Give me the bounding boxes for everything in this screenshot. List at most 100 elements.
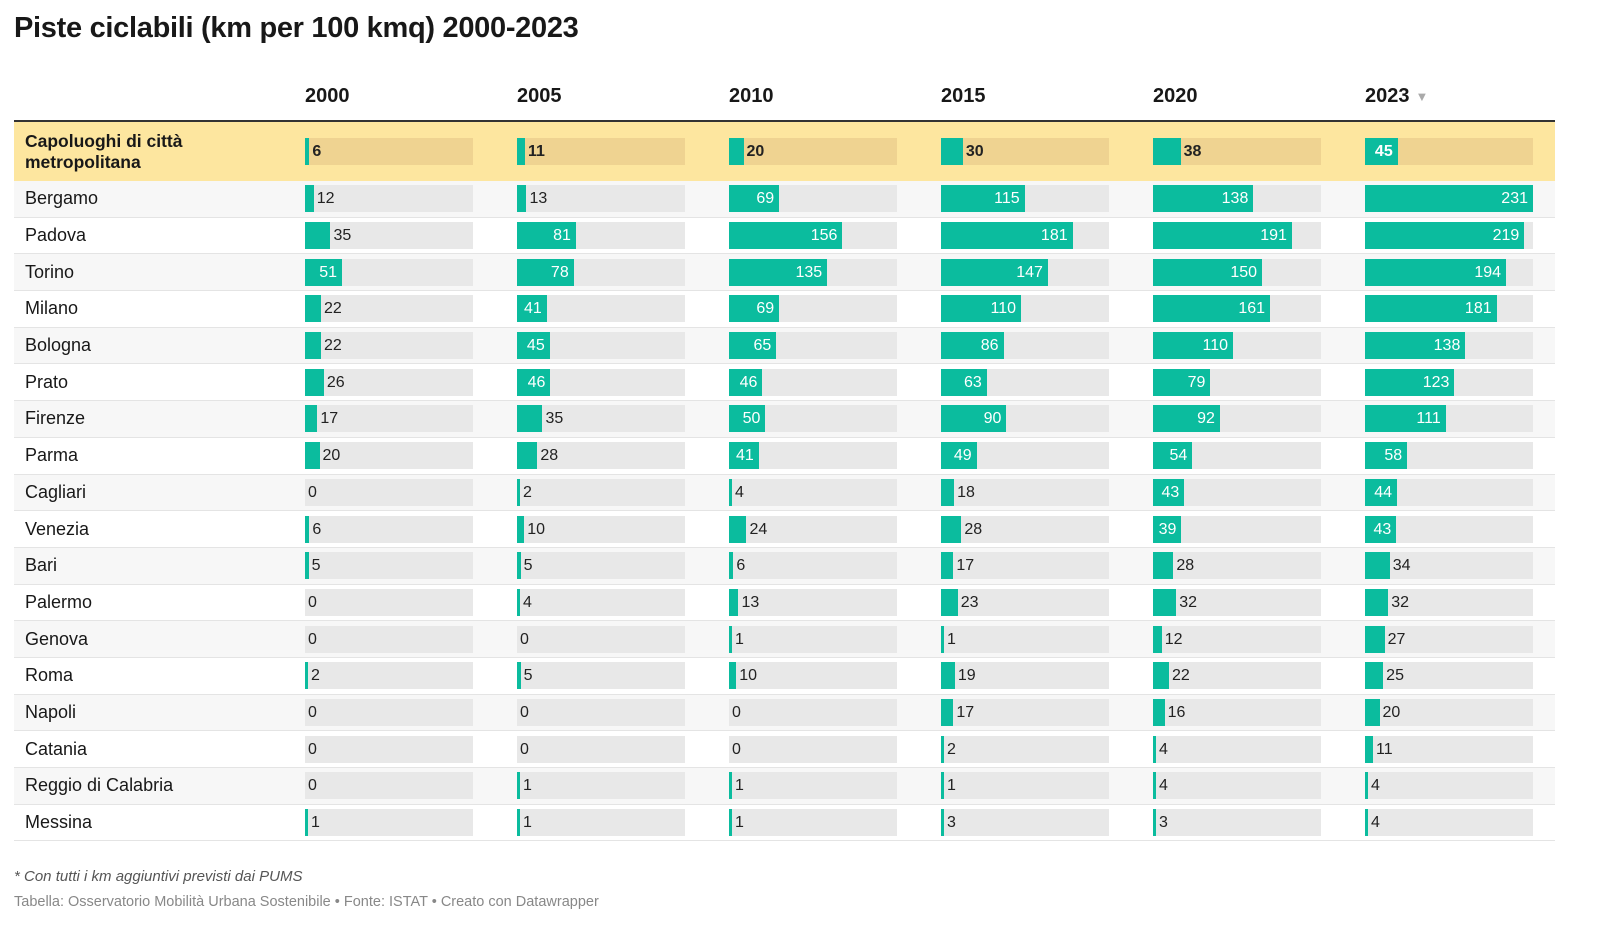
column-header-2005[interactable]: 2005 xyxy=(517,85,562,108)
bar-value-label: 51 xyxy=(319,263,338,281)
bar-track xyxy=(1153,588,1321,616)
bar-cell: 194 xyxy=(1365,258,1533,286)
bar xyxy=(941,772,944,800)
row-label: Bari xyxy=(25,555,58,576)
bar-track xyxy=(1365,809,1533,837)
bar-value-label: 10 xyxy=(527,520,546,538)
bar-cell: 156 xyxy=(729,222,897,250)
bar-value-label: 32 xyxy=(1391,593,1410,611)
bar-track xyxy=(729,138,897,165)
bar xyxy=(941,368,987,396)
bar-cell: 41 xyxy=(517,295,685,323)
bar-track xyxy=(729,515,897,543)
bar-cell: 27 xyxy=(1365,625,1533,653)
bar-track xyxy=(941,772,1109,800)
table-row: Genova 0 0 1 1 12 27 xyxy=(14,621,1555,658)
bar-cell: 1 xyxy=(729,772,897,800)
bar-value-label: 35 xyxy=(333,227,352,245)
bar-value-label: 41 xyxy=(524,300,542,318)
bar-value-label: 25 xyxy=(1386,667,1404,685)
bar-track xyxy=(729,772,897,800)
bar-value-label: 20 xyxy=(322,447,341,465)
bar xyxy=(1153,552,1174,580)
bar xyxy=(729,552,734,580)
bar-track xyxy=(729,552,897,580)
bar xyxy=(1365,442,1408,470)
bar xyxy=(305,515,310,543)
bar xyxy=(941,295,1021,323)
bar xyxy=(1365,332,1466,360)
bar-cell: 181 xyxy=(1365,295,1533,323)
column-header-2023[interactable]: 2023 ▼ xyxy=(1365,85,1428,108)
bar-value-label: 0 xyxy=(308,740,317,758)
row-label: Capoluoghi di città metropolitana xyxy=(25,130,183,172)
row-label: Genova xyxy=(25,628,89,649)
bar-value-label: 22 xyxy=(324,300,342,318)
bar xyxy=(1365,662,1384,690)
bar xyxy=(1153,442,1193,470)
bar-track xyxy=(517,662,685,690)
bar xyxy=(517,442,538,470)
column-header-2015[interactable]: 2015 xyxy=(941,85,986,108)
bar-cell: 150 xyxy=(1153,258,1321,286)
bar xyxy=(517,138,525,165)
bar xyxy=(1153,332,1233,360)
bar-cell: 6 xyxy=(305,138,473,165)
bar-cell: 65 xyxy=(729,332,897,360)
bar-cell: 45 xyxy=(517,332,685,360)
column-header-label: 2000 xyxy=(305,85,350,107)
bar-value-label: 1 xyxy=(735,630,744,648)
bar xyxy=(1365,735,1373,763)
bar-value-label: 3 xyxy=(1159,814,1168,832)
bar-cell: 0 xyxy=(729,735,897,763)
bar-cell: 90 xyxy=(941,405,1109,433)
bar xyxy=(1365,222,1525,250)
table-row: Cagliari 0 2 4 18 43 44 xyxy=(14,474,1555,512)
bar-value-label: 5 xyxy=(523,667,533,685)
bar-cell: 22 xyxy=(305,295,473,323)
bar-value-label: 58 xyxy=(1384,447,1403,465)
bar xyxy=(729,442,759,470)
bar-value-label: 78 xyxy=(550,263,569,281)
bar xyxy=(517,478,520,506)
sort-down-icon[interactable]: ▼ xyxy=(1415,89,1429,104)
bar-value-label: 23 xyxy=(960,593,979,611)
bar-value-label: 138 xyxy=(1221,190,1249,208)
bar xyxy=(517,258,574,286)
bar-value-label: 6 xyxy=(312,143,322,160)
bar xyxy=(941,552,954,580)
bar-cell: 138 xyxy=(1153,185,1321,213)
bar-cell: 46 xyxy=(729,368,897,396)
row-label: Bologna xyxy=(25,335,92,356)
bar-cell: 26 xyxy=(305,368,473,396)
bar-value-label: 1 xyxy=(735,814,744,832)
bar-cell: 20 xyxy=(729,138,897,165)
bar-value-label: 34 xyxy=(1392,557,1411,575)
bar-value-label: 54 xyxy=(1169,447,1188,465)
bar-track xyxy=(1153,735,1321,763)
table-row: Roma 2 5 10 19 22 25 xyxy=(14,658,1555,695)
bar xyxy=(1365,138,1398,165)
bar-value-label: 17 xyxy=(956,703,975,721)
column-header-2000[interactable]: 2000 xyxy=(305,85,350,108)
column-header-2010[interactable]: 2010 xyxy=(729,85,774,108)
bar xyxy=(1365,258,1507,286)
bar-value-label: 92 xyxy=(1197,410,1215,428)
bar-cell: 35 xyxy=(305,222,473,250)
bar-value-label: 123 xyxy=(1422,373,1450,391)
column-header-2020[interactable]: 2020 xyxy=(1153,85,1198,108)
bar-value-label: 46 xyxy=(527,373,546,391)
bar xyxy=(1365,625,1385,653)
bar-value-label: 5 xyxy=(523,557,533,575)
notes: * Con tutti i km aggiuntivi previsti dai… xyxy=(14,868,303,885)
bar-value-label: 44 xyxy=(1374,483,1392,501)
bar xyxy=(517,368,551,396)
bar-value-label: 22 xyxy=(324,337,342,355)
bar-track xyxy=(941,552,1109,580)
bar-value-label: 35 xyxy=(545,410,564,428)
bar xyxy=(1153,772,1156,800)
bar-cell: 0 xyxy=(517,625,685,653)
bar-value-label: 30 xyxy=(965,143,984,160)
bar-cell: 12 xyxy=(305,185,473,213)
bar-value-label: 28 xyxy=(1176,557,1195,575)
